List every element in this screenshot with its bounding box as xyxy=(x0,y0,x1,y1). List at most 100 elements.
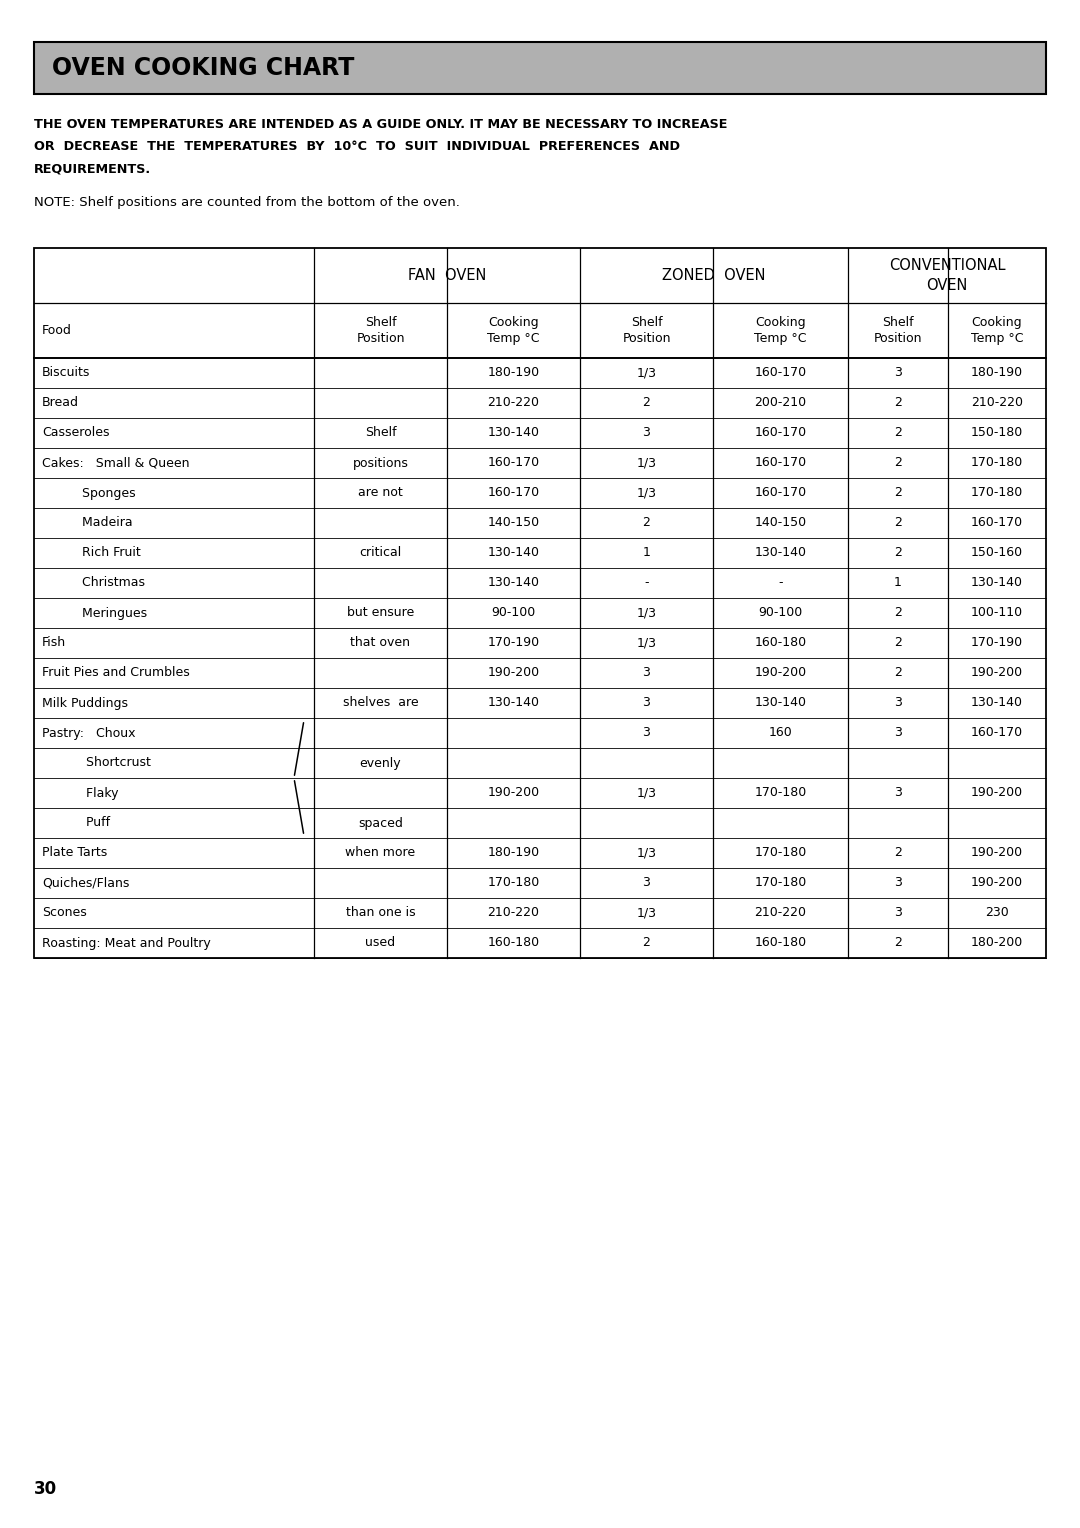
Text: are not: are not xyxy=(359,486,403,500)
Text: Flaky: Flaky xyxy=(42,787,119,799)
Text: evenly: evenly xyxy=(360,756,402,770)
Text: Pastry:   Choux: Pastry: Choux xyxy=(42,726,135,740)
Text: Scones: Scones xyxy=(42,906,86,920)
Text: 160-180: 160-180 xyxy=(755,937,807,949)
Text: 150-160: 150-160 xyxy=(971,547,1023,559)
Text: 170-180: 170-180 xyxy=(971,457,1023,469)
Text: 2: 2 xyxy=(894,607,902,619)
Text: 170-180: 170-180 xyxy=(487,877,540,889)
Text: 190-200: 190-200 xyxy=(755,666,807,680)
Text: shelves  are: shelves are xyxy=(342,697,418,709)
Text: 180-190: 180-190 xyxy=(971,367,1023,379)
Text: 190-200: 190-200 xyxy=(487,666,540,680)
Text: 3: 3 xyxy=(643,697,650,709)
Text: 2: 2 xyxy=(894,426,902,440)
Text: Cakes:   Small & Queen: Cakes: Small & Queen xyxy=(42,457,189,469)
Text: OR  DECREASE  THE  TEMPERATURES  BY  10°C  TO  SUIT  INDIVIDUAL  PREFERENCES  AN: OR DECREASE THE TEMPERATURES BY 10°C TO … xyxy=(33,141,680,153)
Text: 160-170: 160-170 xyxy=(971,516,1023,530)
Text: 3: 3 xyxy=(894,906,902,920)
Text: 2: 2 xyxy=(894,547,902,559)
Text: Biscuits: Biscuits xyxy=(42,367,91,379)
Text: Sponges: Sponges xyxy=(42,486,136,500)
Text: 130-140: 130-140 xyxy=(971,576,1023,590)
Text: 210-220: 210-220 xyxy=(755,906,807,920)
Text: 180-190: 180-190 xyxy=(487,847,540,859)
Text: 130-140: 130-140 xyxy=(755,697,807,709)
Text: 1/3: 1/3 xyxy=(636,906,657,920)
Text: 160-180: 160-180 xyxy=(487,937,540,949)
Text: Bread: Bread xyxy=(42,396,79,410)
Text: 210-220: 210-220 xyxy=(487,906,540,920)
Text: -: - xyxy=(779,576,783,590)
Text: Cooking
Temp °C: Cooking Temp °C xyxy=(971,316,1023,345)
Text: critical: critical xyxy=(360,547,402,559)
Text: 180-200: 180-200 xyxy=(971,937,1023,949)
Text: 1/3: 1/3 xyxy=(636,457,657,469)
Text: Plate Tarts: Plate Tarts xyxy=(42,847,107,859)
Text: Fish: Fish xyxy=(42,637,66,649)
Text: 1/3: 1/3 xyxy=(636,486,657,500)
Text: 130-140: 130-140 xyxy=(971,697,1023,709)
Text: Rich Fruit: Rich Fruit xyxy=(42,547,140,559)
Text: Puff: Puff xyxy=(42,816,110,830)
Text: 170-180: 170-180 xyxy=(971,486,1023,500)
Text: 1/3: 1/3 xyxy=(636,367,657,379)
Text: 160-170: 160-170 xyxy=(755,457,807,469)
Bar xyxy=(33,41,1047,95)
Text: Madeira: Madeira xyxy=(42,516,133,530)
Text: 90-100: 90-100 xyxy=(758,607,802,619)
Text: Shelf: Shelf xyxy=(365,426,396,440)
Text: 160-170: 160-170 xyxy=(487,457,540,469)
Text: Fruit Pies and Crumbles: Fruit Pies and Crumbles xyxy=(42,666,190,680)
Text: 2: 2 xyxy=(894,396,902,410)
Text: 130-140: 130-140 xyxy=(487,426,540,440)
Text: 3: 3 xyxy=(643,426,650,440)
Text: Shelf
Position: Shelf Position xyxy=(622,316,671,345)
Text: 1: 1 xyxy=(894,576,902,590)
Bar xyxy=(33,248,1047,958)
Text: 2: 2 xyxy=(894,516,902,530)
Text: 2: 2 xyxy=(643,396,650,410)
Text: 170-190: 170-190 xyxy=(971,637,1023,649)
Text: 190-200: 190-200 xyxy=(487,787,540,799)
Text: -: - xyxy=(645,576,649,590)
Text: 160-180: 160-180 xyxy=(755,637,807,649)
Text: when more: when more xyxy=(346,847,416,859)
Text: 130-140: 130-140 xyxy=(487,697,540,709)
Text: 130-140: 130-140 xyxy=(487,547,540,559)
Text: CONVENTIONAL: CONVENTIONAL xyxy=(889,258,1005,274)
Text: 160-170: 160-170 xyxy=(755,426,807,440)
Text: 3: 3 xyxy=(643,877,650,889)
Text: 2: 2 xyxy=(894,847,902,859)
Text: 170-180: 170-180 xyxy=(754,847,807,859)
Text: FAN  OVEN: FAN OVEN xyxy=(408,267,486,283)
Text: 190-200: 190-200 xyxy=(971,666,1023,680)
Text: 2: 2 xyxy=(643,516,650,530)
Text: 150-180: 150-180 xyxy=(971,426,1023,440)
Text: Roasting: Meat and Poultry: Roasting: Meat and Poultry xyxy=(42,937,211,949)
Text: 200-210: 200-210 xyxy=(755,396,807,410)
Text: 3: 3 xyxy=(643,666,650,680)
Text: 170-190: 170-190 xyxy=(487,637,540,649)
Text: 2: 2 xyxy=(894,637,902,649)
Text: Cooking
Temp °C: Cooking Temp °C xyxy=(754,316,807,345)
Text: Food: Food xyxy=(42,324,72,338)
Text: 140-150: 140-150 xyxy=(487,516,540,530)
Text: 1: 1 xyxy=(643,547,650,559)
Text: 160-170: 160-170 xyxy=(755,367,807,379)
Text: 30: 30 xyxy=(33,1481,57,1497)
Text: 130-140: 130-140 xyxy=(755,547,807,559)
Text: Shortcrust: Shortcrust xyxy=(42,756,151,770)
Text: 160: 160 xyxy=(769,726,793,740)
Text: 160-170: 160-170 xyxy=(755,486,807,500)
Text: Shelf
Position: Shelf Position xyxy=(356,316,405,345)
Text: 1/3: 1/3 xyxy=(636,637,657,649)
Text: Cooking
Temp °C: Cooking Temp °C xyxy=(487,316,540,345)
Text: 1/3: 1/3 xyxy=(636,607,657,619)
Text: 2: 2 xyxy=(894,486,902,500)
Text: REQUIREMENTS.: REQUIREMENTS. xyxy=(33,162,151,176)
Text: 170-180: 170-180 xyxy=(754,787,807,799)
Text: 140-150: 140-150 xyxy=(755,516,807,530)
Text: 190-200: 190-200 xyxy=(971,787,1023,799)
Text: Shelf
Position: Shelf Position xyxy=(874,316,922,345)
